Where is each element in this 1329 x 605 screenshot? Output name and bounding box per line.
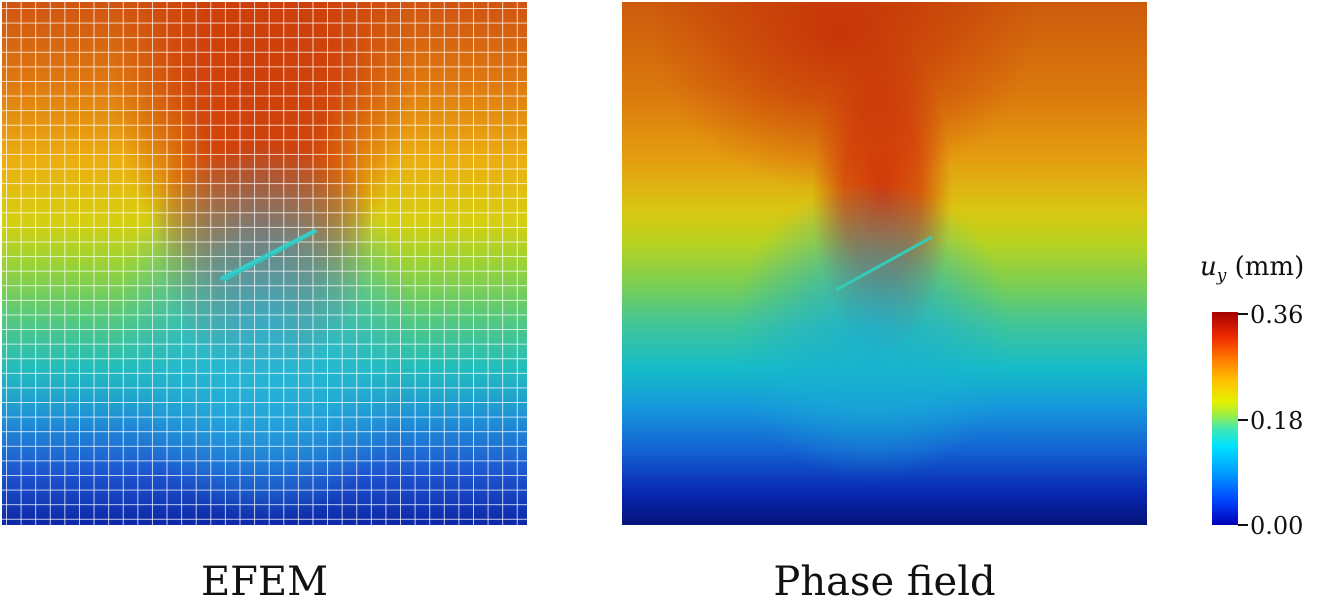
colorbar: [1212, 312, 1238, 525]
phase-field-caption: Phase field: [773, 559, 996, 605]
efem-mesh-grid: [2, 2, 527, 525]
pf-crack: [835, 235, 933, 292]
colorbar-subscript: y: [1216, 266, 1227, 287]
colorbar-unit: (mm): [1234, 252, 1305, 282]
colorbar-tick-min: [1238, 524, 1248, 526]
efem-crack: [219, 229, 318, 282]
colorbar-tick-label-mid: 0.18: [1250, 407, 1304, 435]
colorbar-tick-label-min: 0.00: [1250, 512, 1304, 540]
efem-caption: EFEM: [200, 559, 329, 605]
colorbar-tick-mid: [1238, 419, 1248, 421]
colorbar-symbol: u: [1200, 252, 1217, 282]
phase-field-displacement-field: [622, 2, 1147, 525]
colorbar-title: uy (mm): [1200, 252, 1304, 286]
colorbar-tick-max: [1238, 313, 1248, 315]
efem-displacement-field: [2, 2, 527, 525]
colorbar-tick-label-max: 0.36: [1250, 301, 1304, 329]
